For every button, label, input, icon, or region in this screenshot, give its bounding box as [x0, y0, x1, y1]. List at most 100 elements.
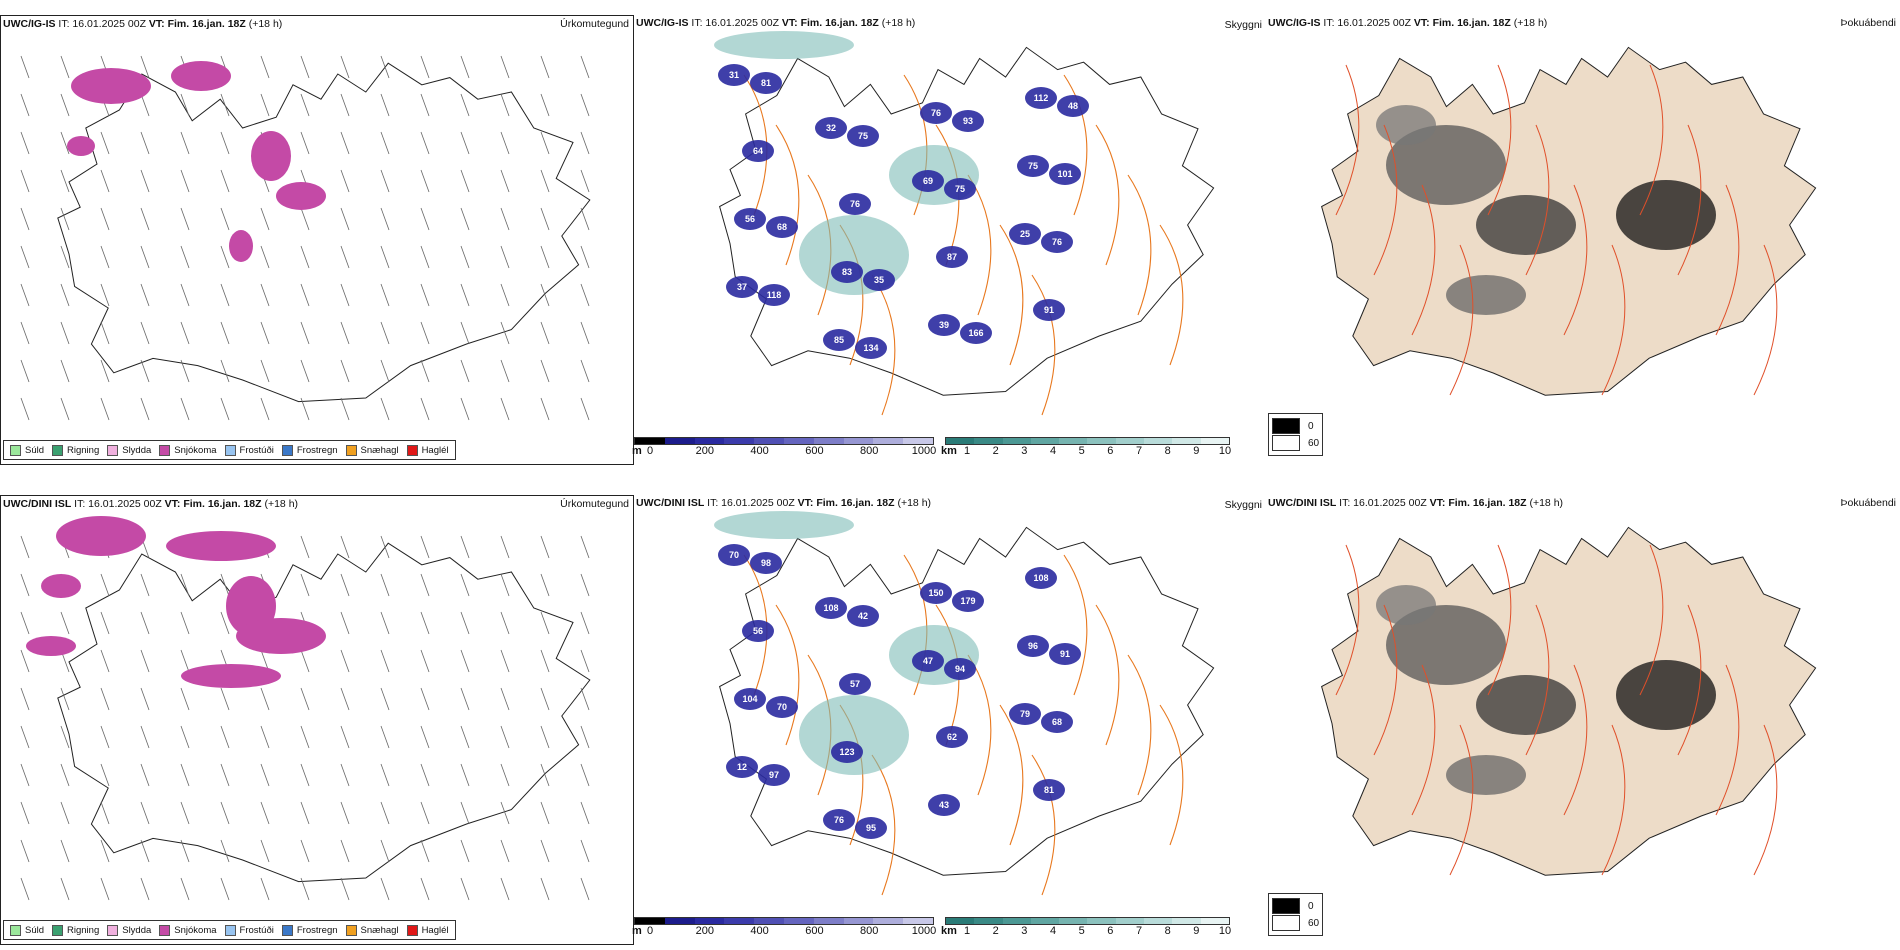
fog-indicator-area — [1386, 605, 1506, 685]
low-ceiling-area — [1041, 711, 1073, 733]
wind-barb — [540, 535, 550, 559]
low-ceiling-area — [847, 125, 879, 147]
ceiling-value-label: 118 — [767, 290, 782, 300]
wind-barb — [500, 573, 510, 597]
road-line — [1753, 724, 1778, 876]
low-ceiling-area — [944, 178, 976, 200]
wind-barb — [420, 763, 430, 787]
wind-barb — [60, 763, 70, 787]
colorbar-cell — [664, 438, 695, 444]
road-line — [1487, 544, 1512, 696]
panel-title: UWC/DINI ISL IT: 16.01.2025 00Z VT: Fim.… — [1268, 497, 1564, 509]
wind-barb — [420, 207, 430, 231]
wind-barb — [20, 649, 30, 673]
road-line — [1639, 64, 1664, 216]
wind-barb — [380, 649, 390, 673]
iceland-map: 31 32 69 25 37 85 76 75 56 83 39 112 64 76 87 91 81 75 75 7… — [714, 31, 1215, 416]
ceiling-value-label: 134 — [863, 343, 878, 353]
wind-barb — [300, 839, 310, 863]
low-ceiling-area — [750, 72, 782, 94]
low-visibility-area — [799, 695, 909, 775]
wind-barb — [420, 649, 430, 673]
wind-barb — [500, 687, 510, 711]
wind-barb — [580, 839, 590, 863]
legend-label: Snjókoma — [174, 924, 217, 936]
snow-area — [67, 136, 95, 156]
wind-barb — [60, 131, 70, 155]
snow-area — [26, 636, 76, 656]
wind-barb — [420, 573, 430, 597]
fog-indicator-area — [1446, 275, 1526, 315]
wind-barb — [340, 725, 350, 749]
colorbar-tick: 8 — [1164, 445, 1171, 457]
ceiling-value-label: 101 — [1057, 169, 1072, 179]
wind-barb — [60, 169, 70, 193]
colorbar-cell — [873, 918, 904, 924]
wind-barb — [220, 687, 230, 711]
wind-barb — [20, 611, 30, 635]
legend-swatch — [10, 924, 21, 936]
wind-barb — [580, 169, 590, 193]
snow-area — [166, 531, 276, 561]
low-ceiling-area — [726, 756, 758, 778]
wind-barb — [580, 573, 590, 597]
low-ceiling-area — [1057, 95, 1089, 117]
ceiling-value-label: 179 — [960, 596, 975, 606]
colorbar-cell — [843, 918, 874, 924]
wind-barb — [340, 359, 350, 383]
wind-barb — [580, 207, 590, 231]
colorbar-cell — [1200, 438, 1229, 444]
wind-barb — [500, 169, 510, 193]
wind-barb — [180, 321, 190, 345]
wind-barb — [180, 801, 190, 825]
colorbar-cell — [1059, 918, 1088, 924]
wind-barb — [260, 283, 270, 307]
low-ceiling-area — [960, 322, 992, 344]
ceiling-value-label: 94 — [955, 664, 965, 674]
wind-barb — [300, 535, 310, 559]
wind-barb — [60, 611, 70, 635]
legend-label: Rigning — [67, 444, 100, 456]
fog-indicator-area — [1476, 195, 1576, 255]
colorbar-tick: 8 — [1164, 925, 1171, 937]
wind-barb — [220, 169, 230, 193]
wind-barb — [100, 397, 110, 421]
legend-item: Snjókoma — [159, 444, 217, 456]
coastline — [57, 542, 591, 883]
wind-barb — [300, 55, 310, 79]
wind-barb — [260, 397, 270, 421]
low-ceiling-area — [1009, 703, 1041, 725]
low-ceiling-area — [1009, 223, 1041, 245]
legend-label: Snæhagl — [360, 924, 399, 936]
road-line — [999, 224, 1024, 366]
wind-barb — [380, 573, 390, 597]
wind-barb — [260, 55, 270, 79]
legend-swatch — [107, 444, 119, 456]
low-ceiling-area — [1033, 779, 1065, 801]
legend-label: Slydda — [122, 924, 152, 936]
visibility-unit: km — [941, 445, 957, 457]
wind-barb — [580, 131, 590, 155]
cloud-label: Skyggni — [1224, 499, 1262, 511]
road-line — [1677, 124, 1702, 276]
wind-barb — [300, 573, 310, 597]
wind-barb — [540, 93, 550, 117]
low-ceiling-area — [847, 605, 879, 627]
colorbar-tick: 600 — [805, 445, 824, 457]
road-line — [999, 704, 1024, 846]
wind-barb — [260, 763, 270, 787]
road-line — [1601, 724, 1626, 876]
wind-barb — [580, 359, 590, 383]
wind-barb — [140, 687, 150, 711]
wind-barb — [420, 397, 430, 421]
colorbar-tick: 6 — [1107, 445, 1114, 457]
fog-label: Þokuábendi — [1840, 17, 1896, 29]
ceiling-value-label: 150 — [928, 588, 943, 598]
ceiling-value-label: 87 — [947, 252, 957, 262]
wind-barb — [180, 283, 190, 307]
ceiling-value-label: 68 — [777, 222, 787, 232]
wind-barb — [500, 877, 510, 901]
wind-barb — [180, 93, 190, 117]
wind-barb — [220, 397, 230, 421]
wind-barb — [300, 397, 310, 421]
